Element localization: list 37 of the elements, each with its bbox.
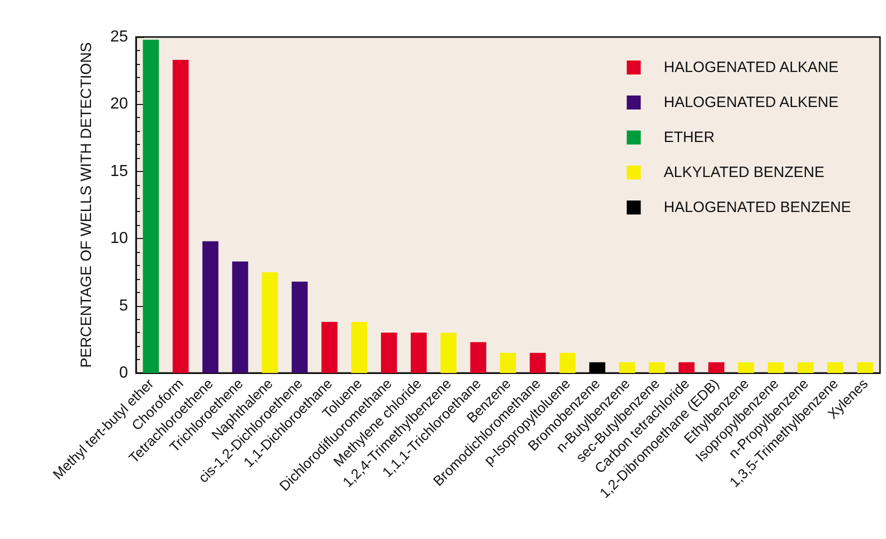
bar: [262, 272, 278, 373]
bar: [232, 261, 248, 373]
bar: [857, 362, 874, 373]
bar: [589, 362, 606, 373]
bar: [530, 352, 546, 373]
bar: [798, 362, 814, 373]
y-axis-title: PERCENTAGE OF WELLS WITH DETECTIONS: [78, 42, 95, 368]
bar: [470, 342, 486, 373]
bar: [380, 332, 397, 373]
legend-label: HALOGENATED BENZENE: [664, 199, 852, 216]
y-tick-label: 20: [110, 96, 128, 113]
bar: [500, 352, 516, 373]
bar: [768, 362, 784, 373]
y-tick-label: 0: [119, 364, 128, 382]
y-tick-label: 25: [110, 28, 128, 46]
bar: [410, 332, 427, 373]
y-tick-label: 5: [119, 297, 128, 314]
legend-label: HALOGENATED ALKANE: [664, 59, 839, 76]
bar: [738, 362, 754, 373]
bar: [321, 322, 338, 373]
y-tick-label: 15: [110, 162, 128, 180]
bar: [560, 352, 576, 373]
bar: [619, 362, 636, 373]
legend-label: HALOGENATED ALKENE: [664, 94, 839, 111]
bar: [142, 40, 159, 373]
bar: [440, 332, 456, 373]
legend-label: ETHER: [664, 129, 715, 146]
bar: [172, 60, 189, 373]
y-tick-label: 10: [110, 230, 128, 248]
bar: [292, 282, 308, 373]
bar: [827, 362, 844, 373]
bar: [648, 362, 665, 373]
bar: [708, 362, 724, 373]
bar: [351, 322, 368, 373]
bar: [202, 241, 218, 373]
legend-label: ALKYLATED BENZENE: [664, 164, 824, 181]
bar: [678, 362, 695, 373]
